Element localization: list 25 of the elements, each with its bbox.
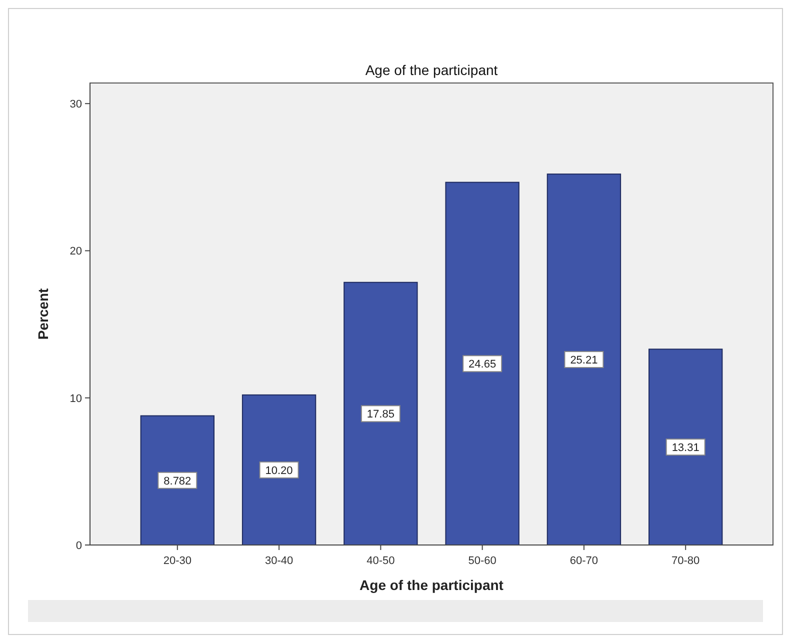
data-label: 8.782 bbox=[164, 475, 192, 488]
x-tick-label: 20-30 bbox=[163, 555, 192, 567]
data-label: 25.21 bbox=[570, 354, 598, 367]
bar bbox=[242, 394, 316, 546]
x-tick-label: 30-40 bbox=[264, 555, 294, 567]
x-tick-label: 70-80 bbox=[672, 555, 700, 567]
bar bbox=[445, 182, 520, 546]
data-label: 13.31 bbox=[672, 442, 700, 454]
y-tick-label: 0 bbox=[76, 540, 82, 552]
x-tick-label: 40-50 bbox=[366, 555, 395, 567]
data-label: 24.65 bbox=[468, 358, 496, 371]
chart-title: Age of the participant bbox=[365, 62, 498, 78]
bar bbox=[344, 282, 418, 546]
x-tick-label: 50-60 bbox=[468, 555, 496, 567]
y-tick-label: 20 bbox=[70, 246, 82, 258]
x-axis-title: Age of the participant bbox=[360, 577, 504, 593]
data-label: 10.20 bbox=[265, 464, 293, 477]
bar bbox=[546, 174, 622, 546]
y-axis-title: Percent bbox=[35, 288, 51, 340]
x-tick-label: 60-70 bbox=[570, 555, 598, 567]
bar bbox=[140, 415, 214, 546]
y-tick-label: 30 bbox=[70, 98, 82, 111]
y-tick-label: 10 bbox=[70, 392, 82, 405]
data-label: 17.85 bbox=[366, 408, 394, 421]
bar bbox=[648, 348, 723, 546]
